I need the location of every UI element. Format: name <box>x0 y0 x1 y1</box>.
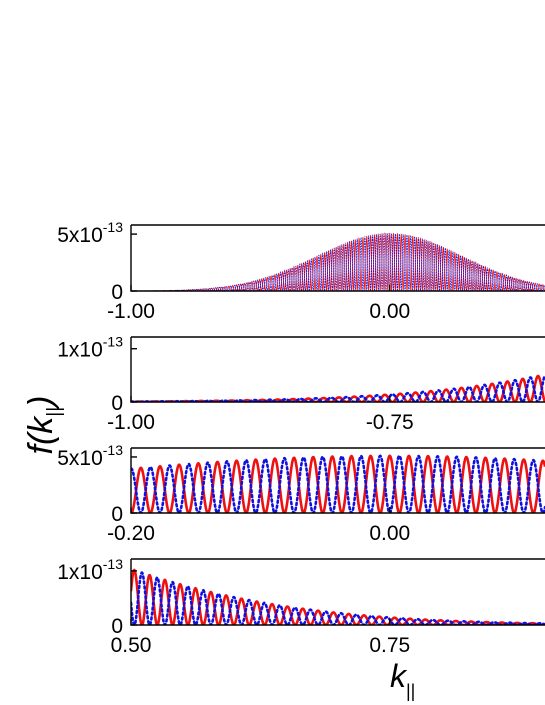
y-tick-label-base: 1x10 <box>57 339 103 362</box>
series-red-line <box>131 232 545 291</box>
x-tick-label: -0.75 <box>366 411 414 434</box>
y-tick-label: 5x10-13 <box>57 442 123 470</box>
panel-2: -1.00 -0.75 0 1x10-13 <box>57 334 545 434</box>
y-axis-label-sub: || <box>44 407 65 417</box>
y-tick-label: 0 <box>111 615 123 638</box>
x-tick-label: -1.00 <box>107 300 155 323</box>
y-tick-label-base: 5x10 <box>57 447 103 470</box>
y-axis-label-main: f(k <box>22 415 60 455</box>
y-tick-label-base: 0 <box>111 615 123 638</box>
x-tick-label: 0.50 <box>111 634 152 657</box>
x-tick-label: 0.00 <box>369 300 410 323</box>
series-blue-line <box>131 571 545 625</box>
x-tick-label: 0.75 <box>369 634 410 657</box>
panel-4: 0.50 0.75 0 1x10-13 <box>57 556 545 657</box>
y-tick-label-exponent: -13 <box>103 219 123 235</box>
panel-1: -1.00 0.00 0 5x10-13 <box>57 219 545 323</box>
y-tick-label-exponent: -13 <box>103 442 123 458</box>
series-red-line <box>131 568 545 625</box>
x-tick-label: 0.00 <box>369 522 410 545</box>
axes-frame <box>130 336 545 403</box>
x-axis-label-sub: || <box>406 681 415 701</box>
y-axis-label: f(k||) <box>22 396 65 455</box>
x-tick-label: -1.00 <box>107 411 155 434</box>
y-tick-label-exponent: -13 <box>103 556 123 572</box>
x-axis-label-main: k <box>390 658 408 694</box>
y-tick-label: 0 <box>111 503 123 526</box>
series-blue-line <box>131 232 545 291</box>
y-tick-label: 0 <box>111 392 123 415</box>
y-tick-label: 1x10-13 <box>57 334 123 362</box>
y-tick-label-exponent: -13 <box>103 334 123 350</box>
x-tick-label: -0.20 <box>107 522 155 545</box>
y-tick-label-base: 1x10 <box>57 561 103 584</box>
y-tick-label: 5x10-13 <box>57 219 123 247</box>
x-axis-label: k|| <box>390 658 415 701</box>
y-tick-label-base: 0 <box>111 392 123 415</box>
y-tick-label: 1x10-13 <box>57 556 123 584</box>
y-axis-label-close: ) <box>22 396 60 411</box>
panel-3: -0.20 0.00 0 5x10-13 <box>57 442 545 545</box>
y-tick-label: 0 <box>111 281 123 304</box>
y-tick-label-base: 0 <box>111 281 123 304</box>
series-blue-line <box>131 454 545 513</box>
y-tick-label-base: 5x10 <box>57 224 103 247</box>
y-tick-label-base: 0 <box>111 503 123 526</box>
